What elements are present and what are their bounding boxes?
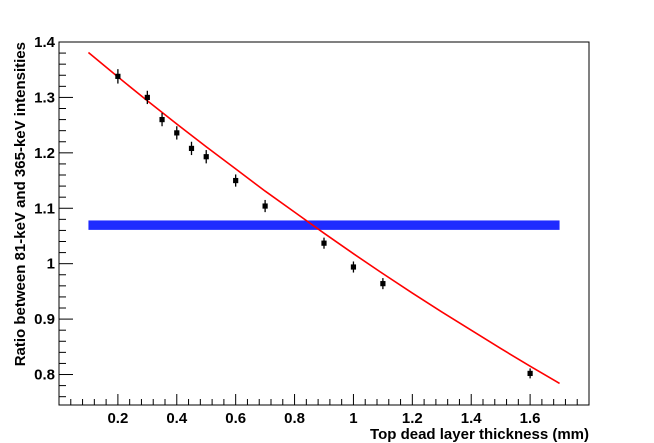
y-tick-label: 1.2 (34, 145, 55, 162)
data-point (203, 154, 209, 160)
plot-frame (58, 41, 590, 406)
data-point (262, 203, 268, 209)
y-tick-label: 1 (47, 256, 55, 273)
y-tick-label: 1.4 (34, 34, 56, 51)
data-point (527, 370, 533, 377)
x-tick-label: 1 (349, 410, 357, 427)
x-tick-label: 1.6 (520, 410, 541, 427)
data-point (321, 240, 327, 246)
data-point (233, 177, 239, 184)
x-tick-label: 0.2 (107, 410, 128, 427)
x-axis-title: Top dead layer thickness (mm) (370, 426, 589, 443)
y-tick-label: 0.9 (34, 311, 55, 328)
fit-curve-line (87, 51, 560, 385)
data-point (350, 264, 357, 270)
y-axis-title: Ratio between 81-keV and 365-keV intensi… (12, 42, 29, 366)
data-point (174, 130, 180, 136)
data-point (380, 281, 386, 287)
data-point (115, 73, 121, 79)
x-tick-label: 0.8 (284, 410, 305, 427)
y-tick-label: 0.8 (34, 367, 55, 384)
data-point (144, 94, 150, 101)
data-point (159, 116, 165, 123)
x-tick-label: 1.4 (461, 410, 483, 427)
x-tick-label: 1.2 (402, 410, 423, 427)
x-tick-label: 0.4 (166, 410, 188, 427)
y-tick-label: 1.1 (34, 200, 55, 217)
x-tick-label: 0.6 (225, 410, 246, 427)
uncertainty-band (88, 220, 560, 230)
y-tick-label: 1.3 (34, 89, 55, 106)
data-point (188, 145, 195, 152)
